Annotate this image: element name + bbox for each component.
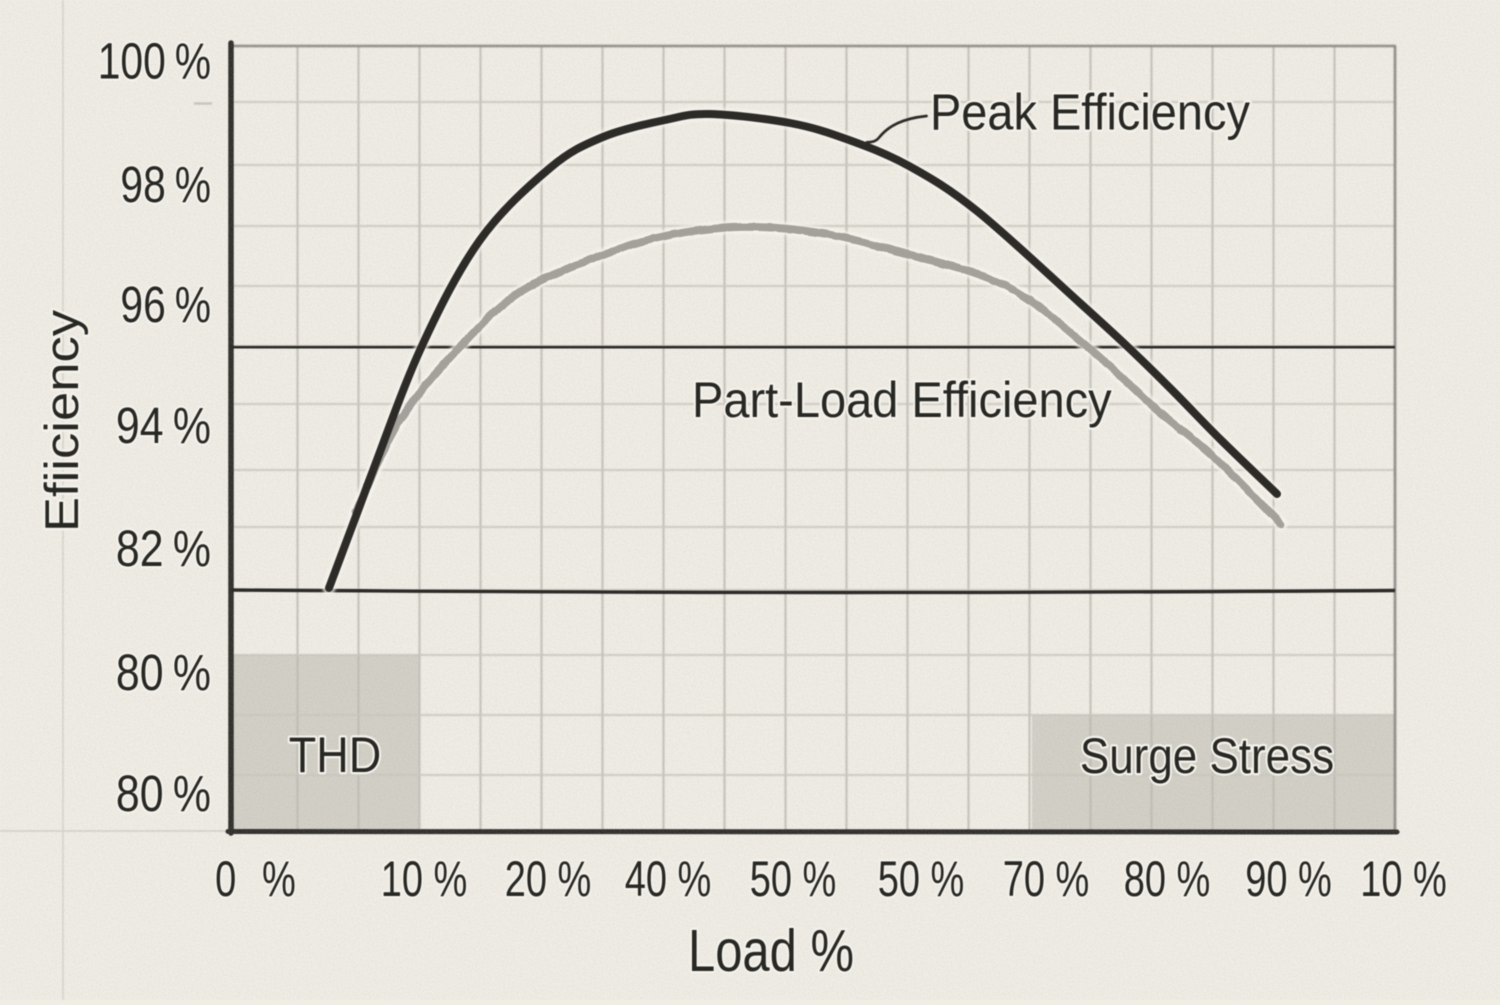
svg-text:50 %: 50 %: [750, 852, 837, 907]
svg-text:90 %: 90 %: [1245, 852, 1332, 907]
svg-text:70 %: 70 %: [1003, 852, 1090, 907]
svg-text:0 %: 0 %: [215, 852, 296, 907]
svg-text:50 %: 50 %: [878, 852, 965, 907]
svg-text:100 %: 100 %: [98, 32, 211, 89]
svg-text:Part-Load Efficiency: Part-Load Efficiency: [692, 373, 1112, 429]
svg-text:80 %: 80 %: [116, 764, 211, 821]
svg-text:10 %: 10 %: [381, 852, 468, 907]
svg-text:10 %: 10 %: [1360, 852, 1447, 907]
svg-text:Efiiciency: Efiiciency: [36, 310, 89, 532]
svg-text:THD: THD: [289, 728, 381, 784]
svg-text:20 %: 20 %: [505, 852, 592, 907]
svg-text:80 %: 80 %: [116, 643, 211, 700]
svg-text:Peak Efficiency: Peak Efficiency: [930, 85, 1250, 141]
svg-text:96 %: 96 %: [120, 276, 211, 333]
svg-text:82 %: 82 %: [116, 519, 211, 576]
svg-text:Load %: Load %: [688, 919, 854, 984]
svg-text:94 %: 94 %: [116, 396, 211, 453]
svg-text:80 %: 80 %: [1124, 852, 1211, 907]
svg-text:98 %: 98 %: [120, 156, 211, 213]
svg-text:40 %: 40 %: [625, 852, 712, 907]
svg-text:Surge Stress: Surge Stress: [1080, 727, 1334, 783]
